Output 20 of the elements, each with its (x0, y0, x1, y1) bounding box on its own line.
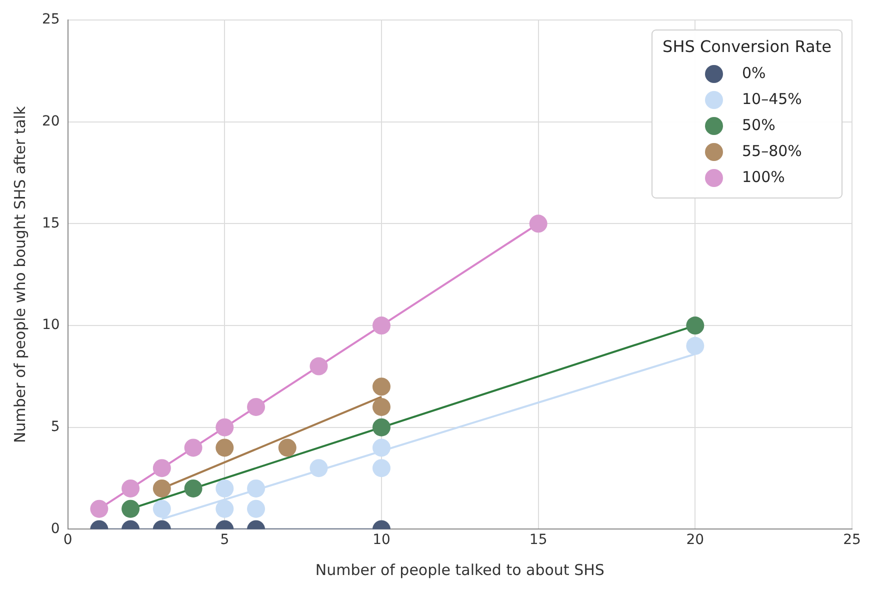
x-tick-label: 0 (63, 532, 72, 548)
y-tick-label: 20 (42, 113, 60, 130)
x-axis-title: Number of people talked to about SHS (315, 560, 604, 579)
x-tick-label: 20 (686, 532, 704, 548)
x-tick-label: 15 (529, 532, 548, 548)
legend-label: 50% (742, 116, 776, 134)
y-tick-label: 15 (42, 215, 60, 232)
legend-label: 100% (742, 168, 785, 186)
legend-label: 0% (742, 64, 766, 82)
x-tick-label: 10 (372, 532, 390, 548)
y-tick-label: 0 (50, 520, 60, 537)
x-tick-label: 5 (220, 532, 230, 548)
y-tick-label: 5 (50, 419, 60, 435)
y-axis-title: Number of people who bought SHS after talk (10, 106, 29, 443)
y-tick-label: 25 (42, 12, 60, 28)
legend-title: SHS Conversion Rate (662, 37, 832, 56)
y-tick-label: 10 (42, 317, 60, 334)
legend-label: 55–80% (742, 142, 802, 160)
x-tick-label: 25 (843, 532, 861, 548)
legend-label: 10–45% (742, 90, 802, 108)
